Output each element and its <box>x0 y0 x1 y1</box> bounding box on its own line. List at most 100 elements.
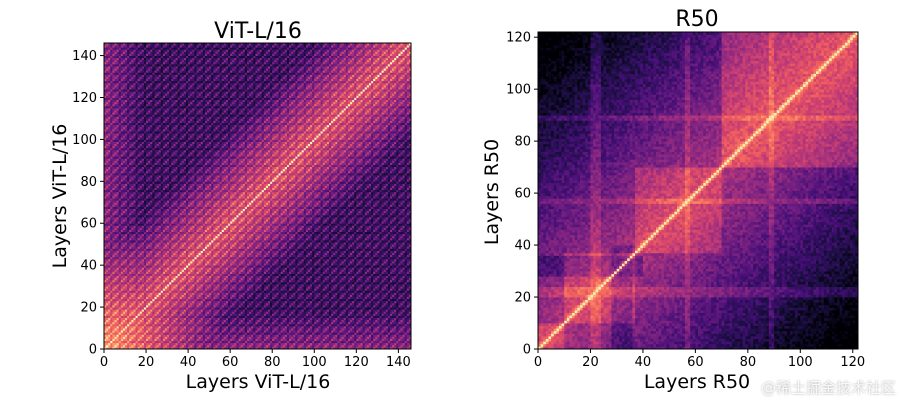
heatmap-cell <box>129 89 132 92</box>
heatmap-cell <box>129 304 132 308</box>
heatmap-cell <box>108 87 111 90</box>
heatmap-cell <box>114 242 118 245</box>
heatmap-cell <box>127 133 130 136</box>
heatmap-cell <box>108 63 111 67</box>
heatmap-cell <box>120 227 124 230</box>
heatmap-cell <box>106 47 109 50</box>
heatmap-cell <box>135 250 139 253</box>
heatmap-cell <box>110 47 113 50</box>
heatmap-cell <box>133 122 136 126</box>
heatmap-cell <box>133 143 136 147</box>
heatmap-cell <box>110 131 113 134</box>
heatmap-cell <box>125 330 128 333</box>
heatmap-cell <box>127 70 130 73</box>
heatmap-cell <box>104 265 107 268</box>
heatmap-cell <box>131 263 134 266</box>
heatmap-cell <box>131 231 134 235</box>
heatmap-cell <box>133 72 136 75</box>
heatmap-cell <box>120 242 124 245</box>
heatmap-cell <box>106 45 109 48</box>
heatmap-cell <box>131 189 134 193</box>
heatmap-cell <box>131 99 134 103</box>
heatmap-cell <box>127 271 130 274</box>
heatmap-cell <box>116 252 120 256</box>
heatmap-cell <box>106 258 109 262</box>
heatmap-cell <box>122 131 126 134</box>
heatmap-cell <box>120 221 124 224</box>
heatmap-cell <box>122 256 126 260</box>
heatmap-cell <box>125 189 128 193</box>
heatmap-cell <box>131 212 134 216</box>
heatmap-cell <box>131 45 134 48</box>
heatmap-cell <box>122 298 126 302</box>
heatmap-cell <box>110 219 113 222</box>
heatmap-cell <box>137 227 141 230</box>
heatmap-cell <box>135 307 139 310</box>
heatmap-cell <box>129 269 132 272</box>
heatmap-cell <box>127 290 130 293</box>
heatmap-cell <box>108 321 111 325</box>
heatmap-cell <box>104 319 107 323</box>
heatmap-cell <box>135 344 139 348</box>
heatmap-cell <box>112 250 115 253</box>
heatmap-cell <box>114 84 118 88</box>
heatmap-cell <box>131 103 134 107</box>
heatmap-cell <box>127 227 130 230</box>
heatmap-cell <box>108 242 111 245</box>
heatmap-cell <box>116 210 120 214</box>
heatmap-cell <box>137 313 141 316</box>
heatmap-cell <box>129 208 132 212</box>
heatmap-cell <box>116 74 120 77</box>
heatmap-cell <box>137 133 141 136</box>
heatmap-cell <box>110 288 113 291</box>
heatmap-cell <box>125 311 128 314</box>
heatmap-cell <box>129 95 132 98</box>
heatmap-cell <box>108 145 111 149</box>
heatmap-cell <box>137 66 141 69</box>
heatmap-cell <box>120 231 124 235</box>
heatmap-cell <box>108 55 111 59</box>
heatmap-cell <box>104 116 107 119</box>
heatmap-cell <box>116 200 120 203</box>
heatmap-cell <box>120 313 124 316</box>
heatmap-cell <box>131 122 134 126</box>
heatmap-cell <box>104 120 107 124</box>
heatmap-cell <box>112 147 115 151</box>
heatmap-cell <box>112 244 115 247</box>
heatmap-cell <box>125 277 128 281</box>
heatmap-cell <box>110 80 113 84</box>
heatmap-cell <box>112 202 115 205</box>
heatmap-cell <box>118 214 122 218</box>
heatmap-cell <box>135 313 139 316</box>
heatmap-cell <box>120 107 124 111</box>
heatmap-cell <box>118 208 122 212</box>
heatmap-cell <box>131 78 134 82</box>
heatmap-cell <box>120 237 124 241</box>
heatmap-cell <box>139 304 143 308</box>
heatmap-cell <box>127 300 130 304</box>
heatmap-cell <box>108 126 111 130</box>
heatmap-cell <box>133 204 136 207</box>
heatmap-cell <box>118 189 122 193</box>
heatmap-cell <box>122 82 126 86</box>
heatmap-cell <box>137 290 141 293</box>
heatmap-cell <box>135 166 139 170</box>
heatmap-cell <box>129 57 132 61</box>
heatmap-cell <box>106 89 109 92</box>
heatmap-cell <box>104 286 107 289</box>
heatmap-cell <box>122 317 126 321</box>
heatmap-cell <box>139 300 143 304</box>
heatmap-cell <box>127 235 130 239</box>
heatmap-cell <box>133 49 136 52</box>
vit-heatmap-panel: ViT-L/16 0 20 40 60 80 100 120 1400204060801001… <box>49 19 412 393</box>
heatmap-cell <box>122 43 126 46</box>
heatmap-cell <box>133 145 136 149</box>
heatmap-cell <box>127 107 130 111</box>
heatmap-cell <box>133 177 136 180</box>
heatmap-cell <box>137 51 141 54</box>
heatmap-cell <box>108 162 111 165</box>
heatmap-cell <box>114 233 118 237</box>
heatmap-cell <box>122 313 126 316</box>
heatmap-cell <box>127 57 130 61</box>
heatmap-cell <box>135 288 139 291</box>
